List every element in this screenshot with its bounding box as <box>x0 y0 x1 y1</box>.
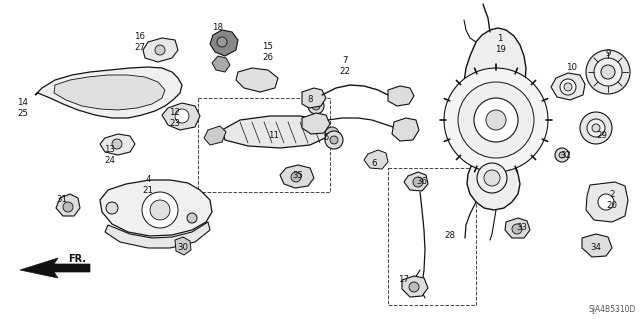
Circle shape <box>598 194 614 210</box>
Text: 8: 8 <box>307 95 313 105</box>
Circle shape <box>560 79 576 95</box>
Circle shape <box>474 98 518 142</box>
Circle shape <box>564 83 572 91</box>
Circle shape <box>512 224 522 234</box>
Text: 36: 36 <box>417 177 428 187</box>
Circle shape <box>142 192 178 228</box>
Text: FR.: FR. <box>68 254 86 264</box>
Circle shape <box>559 152 565 158</box>
Polygon shape <box>20 258 90 278</box>
Polygon shape <box>402 276 428 297</box>
Polygon shape <box>505 218 530 238</box>
Text: 7
22: 7 22 <box>339 56 351 76</box>
Circle shape <box>308 98 324 114</box>
Text: 2
20: 2 20 <box>607 190 618 210</box>
Polygon shape <box>162 103 200 130</box>
Polygon shape <box>464 28 526 210</box>
Polygon shape <box>404 172 428 191</box>
Text: 12
23: 12 23 <box>170 108 180 128</box>
Text: 34: 34 <box>591 243 602 253</box>
Circle shape <box>330 136 338 144</box>
Text: 11: 11 <box>269 131 280 140</box>
Polygon shape <box>582 234 612 257</box>
Polygon shape <box>204 126 226 145</box>
Polygon shape <box>236 68 278 92</box>
Text: 31: 31 <box>56 196 67 204</box>
Circle shape <box>458 82 534 158</box>
Polygon shape <box>586 182 628 222</box>
Text: 30: 30 <box>177 243 189 253</box>
Circle shape <box>592 124 600 132</box>
Circle shape <box>587 119 605 137</box>
Text: SJA4B5310D: SJA4B5310D <box>589 305 636 314</box>
Circle shape <box>291 172 301 182</box>
Circle shape <box>586 50 630 94</box>
Text: 35: 35 <box>292 170 303 180</box>
Circle shape <box>601 65 615 79</box>
Circle shape <box>217 37 227 47</box>
Polygon shape <box>212 56 230 72</box>
Text: 6: 6 <box>371 159 377 167</box>
Text: 4
21: 4 21 <box>143 175 154 195</box>
Text: 9: 9 <box>605 49 611 58</box>
Text: 33: 33 <box>516 224 527 233</box>
Polygon shape <box>364 150 388 169</box>
Text: 15
26: 15 26 <box>262 42 273 62</box>
Polygon shape <box>302 113 330 134</box>
Bar <box>388 168 476 305</box>
Text: 28: 28 <box>445 232 456 241</box>
Text: 18: 18 <box>212 24 223 33</box>
Text: 14
25: 14 25 <box>17 98 29 118</box>
Text: 16
27: 16 27 <box>134 32 145 52</box>
Bar <box>198 98 330 192</box>
Circle shape <box>594 58 622 86</box>
Circle shape <box>413 177 423 187</box>
Text: 13
24: 13 24 <box>104 145 115 165</box>
Polygon shape <box>302 88 326 108</box>
Text: 17: 17 <box>399 276 410 285</box>
Circle shape <box>112 139 122 149</box>
Circle shape <box>484 170 500 186</box>
Circle shape <box>106 202 118 214</box>
Polygon shape <box>105 222 210 248</box>
Polygon shape <box>35 67 182 118</box>
Circle shape <box>477 163 507 193</box>
Circle shape <box>486 110 506 130</box>
Polygon shape <box>54 75 165 110</box>
Circle shape <box>325 131 343 149</box>
Circle shape <box>555 148 569 162</box>
Polygon shape <box>143 38 178 62</box>
Circle shape <box>312 102 320 110</box>
Text: 5: 5 <box>323 133 329 143</box>
Polygon shape <box>100 134 135 155</box>
Polygon shape <box>210 30 238 56</box>
Polygon shape <box>280 165 314 188</box>
Polygon shape <box>222 116 328 148</box>
Circle shape <box>150 200 170 220</box>
Text: 29: 29 <box>596 131 607 140</box>
Circle shape <box>325 127 339 141</box>
Text: 32: 32 <box>561 151 572 160</box>
Polygon shape <box>175 237 191 255</box>
Text: 1
19: 1 19 <box>495 34 506 54</box>
Circle shape <box>175 109 189 123</box>
Polygon shape <box>551 73 585 100</box>
Circle shape <box>63 202 73 212</box>
Polygon shape <box>388 86 414 106</box>
Circle shape <box>580 112 612 144</box>
Polygon shape <box>100 180 212 236</box>
Circle shape <box>444 68 548 172</box>
Polygon shape <box>392 118 419 141</box>
Circle shape <box>409 282 419 292</box>
Text: 10: 10 <box>566 63 577 72</box>
Polygon shape <box>56 194 80 216</box>
Circle shape <box>155 45 165 55</box>
Circle shape <box>187 213 197 223</box>
